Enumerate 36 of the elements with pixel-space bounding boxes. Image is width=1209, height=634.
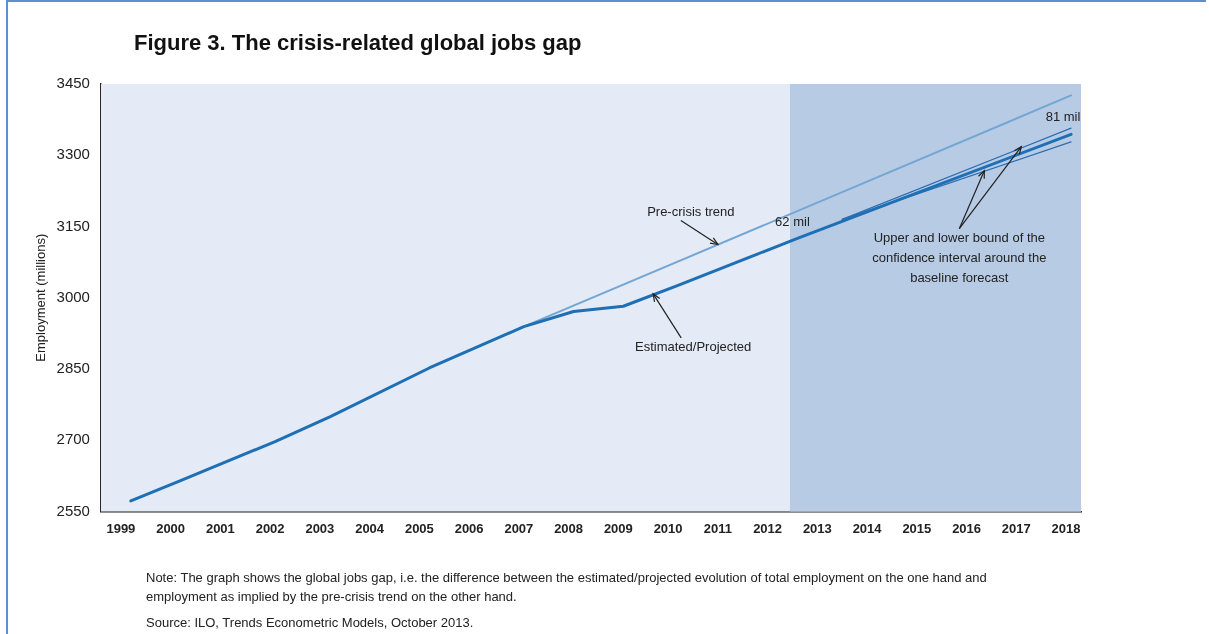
annotation: Pre-crisis trend: [647, 204, 735, 220]
x-tick-label: 2012: [753, 520, 783, 536]
x-tick-label: 2018: [1051, 520, 1081, 536]
x-tick-label: 1999: [106, 520, 136, 536]
annotation: Estimated/Projected: [635, 339, 752, 355]
x-tick-label: 2016: [952, 520, 982, 536]
y-tick-label: 3150: [56, 216, 90, 234]
x-tick-label: 2007: [504, 520, 534, 536]
text: Note: The graph shows the global jobs gap, i.e. the difference between the estimated/projected evolution of total employment on the one hand and employment as implied by the pre-crisis trend on the other hand.: [146, 569, 988, 606]
x-tick-label: 2003: [305, 520, 335, 536]
y-tick-label: 3300: [56, 145, 90, 163]
chart-title: Figure 3. The crisis-related global jobs gap: [134, 30, 582, 56]
x-tick-label: 2002: [255, 520, 285, 536]
annotation: 81 mil: [1045, 108, 1081, 124]
x-tick-label: 2000: [156, 520, 186, 536]
y-tick-label: 3000: [56, 287, 90, 305]
x-tick-label: 2005: [404, 520, 434, 536]
x-tick-label: 2011: [703, 520, 732, 536]
x-tick-label: 2013: [802, 520, 832, 536]
y-tick-label: 2700: [56, 430, 90, 448]
y-tick-label: 3450: [56, 74, 90, 92]
x-tick-label: 2006: [454, 520, 484, 536]
y-axis-title: Employment (millions): [33, 233, 49, 362]
x-tick-label: 2010: [653, 520, 683, 536]
x-tick-label: 2014: [852, 520, 883, 536]
x-tick-label: 2004: [355, 520, 385, 536]
x-tick-label: 2015: [902, 520, 932, 536]
annotation: 62 mil: [775, 214, 810, 230]
x-tick-label: 2001: [205, 520, 235, 536]
annotation: Upper and lower bound of the confidence interval around the baseline forecast: [872, 230, 1047, 286]
y-tick-label: 2850: [56, 359, 90, 377]
y-tick-label: 2550: [56, 501, 90, 519]
x-tick-label: 2017: [1001, 520, 1031, 536]
source-note: Source: ILO, Trends Econometric Models, October 2013.: [146, 614, 475, 632]
x-tick-label: 2009: [603, 520, 633, 536]
x-tick-label: 2008: [554, 520, 584, 536]
